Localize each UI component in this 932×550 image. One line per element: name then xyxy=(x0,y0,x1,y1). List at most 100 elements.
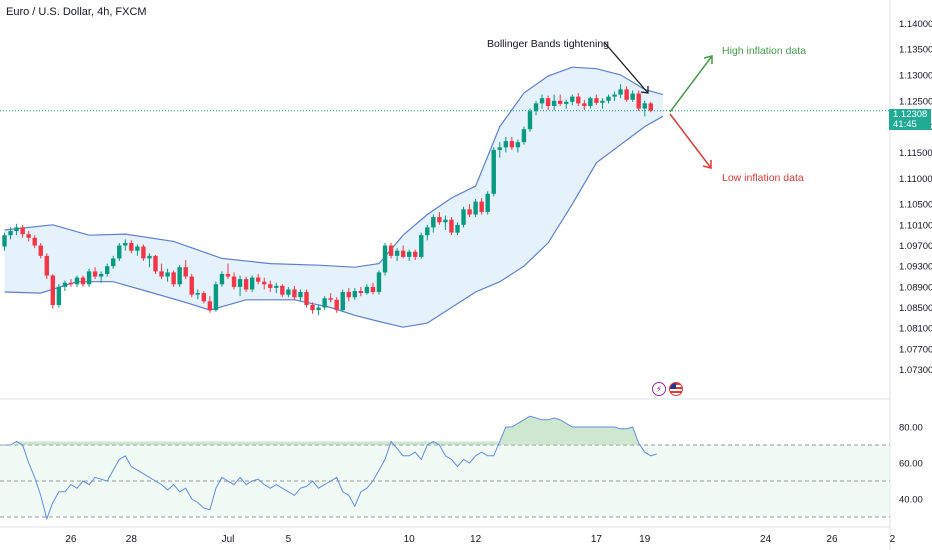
candle-body xyxy=(104,266,110,274)
candle-body xyxy=(400,250,406,257)
candle xyxy=(159,263,164,280)
candle-body xyxy=(618,89,623,95)
candle xyxy=(539,94,545,109)
candle xyxy=(449,217,454,236)
candle-body xyxy=(310,304,315,311)
candle xyxy=(346,287,351,302)
candle-body xyxy=(68,282,74,285)
candle-body xyxy=(231,276,237,287)
candle xyxy=(32,235,37,249)
candle-body xyxy=(249,277,255,290)
high-inflation-arrow xyxy=(669,55,713,113)
candle xyxy=(358,286,364,297)
time-tick-label: 10 xyxy=(404,534,416,545)
rsi-pane xyxy=(0,415,890,521)
candle xyxy=(551,94,557,111)
candle-body xyxy=(74,277,80,285)
candle-body xyxy=(364,286,370,294)
candle-body xyxy=(195,293,200,295)
time-axis[interactable]: 26 28 Jul 5 10 12 17 19 24 26 2 xyxy=(0,526,896,545)
candle xyxy=(437,211,442,225)
candle-body xyxy=(485,193,490,212)
candle xyxy=(618,84,623,99)
lightning-icon[interactable]: ⚡ xyxy=(652,382,666,396)
candle xyxy=(111,255,116,269)
price-tick-label: 1.07300 xyxy=(899,365,932,376)
candle xyxy=(213,281,219,312)
candle xyxy=(274,282,279,294)
candle xyxy=(394,248,400,262)
candle-body xyxy=(539,98,545,104)
candle-body xyxy=(268,284,273,288)
candle xyxy=(557,94,563,106)
candle xyxy=(225,263,231,280)
price-tick-label: 1.08100 xyxy=(899,324,932,335)
candle-body xyxy=(594,98,599,103)
candle-body xyxy=(44,255,49,276)
candle xyxy=(606,94,611,104)
candle-body xyxy=(177,267,182,285)
bollinger-annotation-label: Bollinger Bands tightening xyxy=(487,38,609,50)
rsi-axis: 80.00 60.00 40.00 xyxy=(899,423,923,506)
candle xyxy=(570,94,575,105)
candle xyxy=(509,136,515,150)
candle xyxy=(630,90,635,102)
candle-body xyxy=(449,219,454,233)
candle-body xyxy=(153,255,158,272)
candle-body xyxy=(521,129,527,143)
candle-body xyxy=(425,227,430,236)
price-tick-label: 1.11500 xyxy=(899,148,932,159)
candle-body xyxy=(225,273,231,277)
candle-body xyxy=(38,245,43,256)
candle xyxy=(280,284,285,298)
candle xyxy=(588,96,593,109)
last-price-tag: 1.12308 41:45 xyxy=(889,109,931,130)
candle-body xyxy=(62,282,68,287)
candle-body xyxy=(274,285,279,288)
bollinger-annotation-arrow xyxy=(603,41,649,94)
candle xyxy=(98,271,104,283)
low-inflation-arrowhead xyxy=(702,160,712,169)
candle-body xyxy=(648,103,653,111)
candle xyxy=(340,289,345,312)
price-axis[interactable]: 1.140001.135001.130001.125001.120001.115… xyxy=(889,0,932,550)
candle-body xyxy=(527,111,533,130)
candle xyxy=(8,227,13,240)
candle xyxy=(255,273,261,285)
low-inflation-arrow xyxy=(669,113,712,169)
candle-body xyxy=(358,291,364,294)
candle xyxy=(20,224,25,238)
candle xyxy=(521,126,527,145)
price-tick-label: 1.09700 xyxy=(899,241,932,252)
candle xyxy=(600,98,605,109)
candle xyxy=(406,249,412,262)
time-tick-label: 12 xyxy=(470,534,482,545)
price-tick-label: 1.14000 xyxy=(899,19,932,30)
candle-body xyxy=(292,289,297,298)
candle xyxy=(431,214,436,233)
candle xyxy=(298,289,303,302)
candle-body xyxy=(111,258,116,267)
candle-body xyxy=(346,292,351,298)
candle xyxy=(582,99,587,111)
candle-body xyxy=(557,100,563,104)
rsi-tick-label: 60.00 xyxy=(899,459,923,470)
candle xyxy=(153,254,158,274)
candle-body xyxy=(388,245,394,256)
time-tick-label: 2 xyxy=(890,534,896,545)
candle-body xyxy=(352,291,358,298)
candle xyxy=(92,267,98,280)
candle-body xyxy=(624,89,629,100)
chart-title: Euro / U.S. Dollar, 4h, FXCM xyxy=(6,6,147,18)
price-tick-label: 1.12500 xyxy=(899,96,932,107)
candle-body xyxy=(376,272,382,293)
candle xyxy=(648,101,653,113)
candle xyxy=(322,296,327,311)
candle xyxy=(594,94,599,105)
us-flag-icon[interactable] xyxy=(669,382,683,396)
rsi-overbought-fill xyxy=(16,416,639,445)
candle-body xyxy=(582,103,587,106)
candle xyxy=(74,275,80,287)
candle xyxy=(503,136,509,153)
